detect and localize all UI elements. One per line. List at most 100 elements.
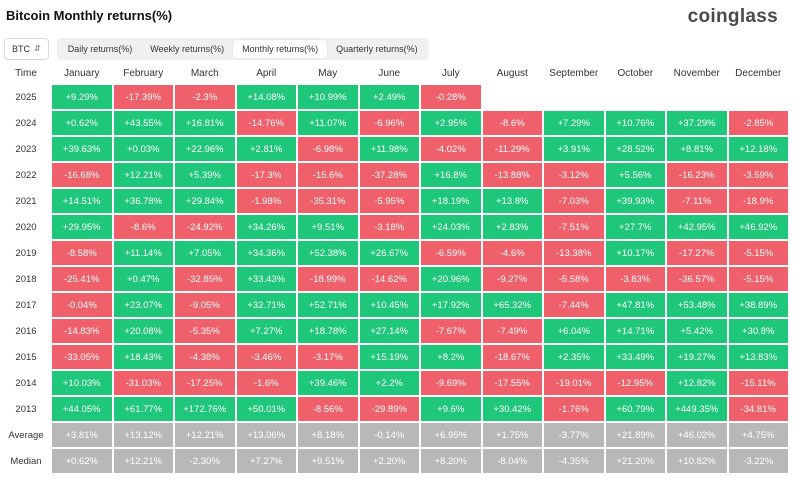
return-cell: +52.71% <box>298 293 358 317</box>
return-cell: -8.58% <box>52 241 112 265</box>
return-cell: -3.18% <box>359 215 419 239</box>
tab-quarterly-returns[interactable]: Quarterly returns(%) <box>336 44 418 54</box>
summary-cell: -2.30% <box>175 449 235 473</box>
return-cell: -5.15% <box>728 267 788 291</box>
return-cell: -7.49% <box>482 319 542 343</box>
return-cell: +0.03% <box>113 137 173 161</box>
return-cell: +11.14% <box>113 241 173 265</box>
return-cell <box>605 85 665 109</box>
summary-row: Average +3.81% +13.12% +12.21% +13.06% +8.18%… <box>2 423 788 447</box>
return-cell: +10.03% <box>52 371 112 395</box>
return-cell: +8.2% <box>421 345 481 369</box>
return-cell: -35.31% <box>298 189 358 213</box>
column-header-month: June <box>378 67 401 79</box>
summary-cell: +10.82% <box>667 449 727 473</box>
return-cell: -34.81% <box>728 397 788 421</box>
summary-cell: -4.35% <box>544 449 604 473</box>
table-row: 2017 -0.04% +23.07% -9.05% +32.71% +52.71% +10… <box>2 293 788 317</box>
return-cell: +39.93% <box>605 189 665 213</box>
tab-weekly-returns[interactable]: Weekly returns(%) <box>150 44 225 54</box>
table-row: 2021 +14.51% +36.78% +29.84% -1.98% -35.31% -5… <box>2 189 788 213</box>
return-cell: +22.96% <box>175 137 235 161</box>
return-cell: -14.83% <box>52 319 112 343</box>
return-cell: -7.11% <box>667 189 727 213</box>
return-cell: -4.02% <box>421 137 481 161</box>
return-cell: +38.89% <box>728 293 788 317</box>
summary-cell: -3.77% <box>544 423 604 447</box>
return-cell: +12.82% <box>667 371 727 395</box>
row-year-label: 2013 <box>2 397 50 421</box>
return-cell: +2.95% <box>421 111 481 135</box>
return-cell <box>728 85 788 109</box>
return-cell: +2.2% <box>359 371 419 395</box>
return-cell: +10.76% <box>605 111 665 135</box>
return-cell: +52.38% <box>298 241 358 265</box>
return-cell: +61.77% <box>113 397 173 421</box>
return-cell: +2.49% <box>359 85 419 109</box>
return-cell: +17.92% <box>421 293 481 317</box>
return-cell: +30.42% <box>482 397 542 421</box>
return-cell: +39.63% <box>52 137 112 161</box>
row-year-label: 2017 <box>2 293 50 317</box>
summary-cell: +21.89% <box>605 423 665 447</box>
return-cell: -25.41% <box>52 267 112 291</box>
return-cell <box>544 85 604 109</box>
tab-daily-returns[interactable]: Daily returns(%) <box>67 44 133 54</box>
return-cell <box>667 85 727 109</box>
return-cell: -1.76% <box>544 397 604 421</box>
table-row: 2016 -14.83% +20.08% -5.35% +7.27% +18.78% +27… <box>2 319 788 343</box>
return-cell: +3.91% <box>544 137 604 161</box>
row-year-label: 2015 <box>2 345 50 369</box>
return-cell: -18.99% <box>298 267 358 291</box>
chevron-up-down-icon: ⇵ <box>34 44 41 53</box>
column-header-month: July <box>441 67 460 79</box>
return-cell: +42.95% <box>667 215 727 239</box>
summary-cell: +12.21% <box>175 423 235 447</box>
return-cell: +12.18% <box>728 137 788 161</box>
return-cell: +18.78% <box>298 319 358 343</box>
return-cell: +50.01% <box>236 397 296 421</box>
row-year-label: 2023 <box>2 137 50 161</box>
return-cell: +7.05% <box>175 241 235 265</box>
return-cell: +20.96% <box>421 267 481 291</box>
return-cell: +0.47% <box>113 267 173 291</box>
column-header-month: September <box>549 67 599 79</box>
row-year-label: 2024 <box>2 111 50 135</box>
return-cell: +5.56% <box>605 163 665 187</box>
summary-cell: +8.20% <box>421 449 481 473</box>
symbol-select-value: BTC <box>12 44 30 54</box>
return-cell: -9.27% <box>482 267 542 291</box>
tab-monthly-returns[interactable]: Monthly returns(%) <box>233 40 328 58</box>
return-cell: +2.83% <box>482 215 542 239</box>
return-cell: +34.36% <box>236 241 296 265</box>
table-row: 2014 +10.03% -31.03% -17.25% -1.6% +39.46% +2.… <box>2 371 788 395</box>
return-cell: -3.83% <box>605 267 665 291</box>
return-cell: +65.32% <box>482 293 542 317</box>
return-cell: -17.39% <box>113 85 173 109</box>
return-cell: +43.55% <box>113 111 173 135</box>
summary-cell: +1.75% <box>482 423 542 447</box>
return-cell: -16.68% <box>52 163 112 187</box>
return-cell: -14.62% <box>359 267 419 291</box>
return-cell: -13.38% <box>544 241 604 265</box>
row-year-label: 2016 <box>2 319 50 343</box>
return-cell: -0.04% <box>52 293 112 317</box>
summary-cell: +9.51% <box>298 449 358 473</box>
return-cell: +23.07% <box>113 293 173 317</box>
column-header-month: December <box>735 67 782 79</box>
return-cell: -32.85% <box>175 267 235 291</box>
return-cell: +37.29% <box>667 111 727 135</box>
return-cell: +14.51% <box>52 189 112 213</box>
return-cell <box>482 85 542 109</box>
table-header-row: Time January February March April May Ju… <box>2 63 788 83</box>
return-cell: +44.05% <box>52 397 112 421</box>
row-year-label: 2020 <box>2 215 50 239</box>
return-cell: -24.92% <box>175 215 235 239</box>
symbol-select[interactable]: BTC ⇵ <box>4 38 49 60</box>
return-cell: +15.19% <box>359 345 419 369</box>
return-cell: -6.98% <box>298 137 358 161</box>
summary-cell: +7.27% <box>236 449 296 473</box>
summary-row-label: Median <box>2 449 50 473</box>
return-cell: -31.03% <box>113 371 173 395</box>
column-header-month: January <box>63 67 100 79</box>
